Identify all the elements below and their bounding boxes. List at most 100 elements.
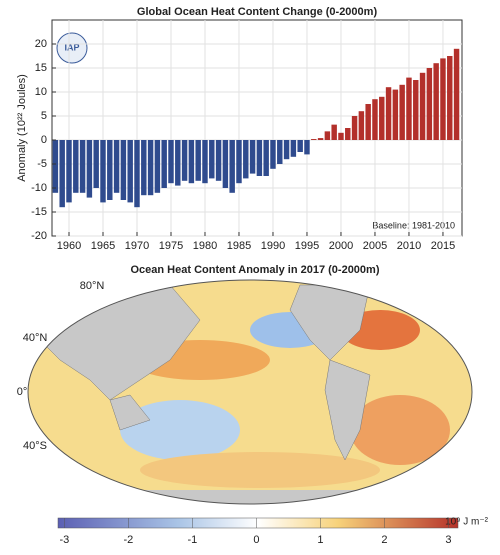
chart-title: Global Ocean Heat Content Change (0-2000… <box>137 6 378 18</box>
colorbar-ticks: -3 -2 -1 0 1 2 3 <box>60 518 451 546</box>
colorbar-tick-label: 3 <box>445 534 451 546</box>
bar <box>406 77 412 140</box>
lat-label: 40°S <box>23 440 47 452</box>
y-tick-label: -15 <box>31 206 47 218</box>
x-tick-label: 1980 <box>193 240 217 252</box>
bar <box>66 140 72 203</box>
bar <box>379 96 385 140</box>
lat-label: 0° <box>17 386 28 398</box>
colorbar-tick-label: -2 <box>124 534 134 546</box>
bar <box>399 84 405 140</box>
bar <box>345 128 351 140</box>
bar <box>113 140 120 193</box>
bar <box>453 48 460 140</box>
bar <box>236 140 242 184</box>
bar <box>351 116 358 140</box>
bar <box>249 140 256 174</box>
bar <box>304 140 310 155</box>
bar <box>317 138 324 140</box>
bar <box>372 99 378 140</box>
bar <box>324 131 331 140</box>
bar <box>413 80 419 140</box>
bar <box>209 140 215 179</box>
bar <box>283 140 290 160</box>
bar <box>447 56 453 140</box>
bar <box>256 140 263 176</box>
colorbar-tick-label: 1 <box>317 534 323 546</box>
bar <box>331 124 337 140</box>
bar <box>86 140 93 198</box>
y-tick-label: 0 <box>41 134 47 146</box>
bar <box>93 140 99 188</box>
bar <box>100 140 106 203</box>
bar <box>338 132 344 140</box>
colorbar <box>57 517 459 529</box>
bar <box>419 72 426 140</box>
y-tick-label: 20 <box>35 38 47 50</box>
bar <box>243 140 249 179</box>
bar <box>134 140 140 208</box>
bar <box>175 140 181 186</box>
bar <box>188 140 195 184</box>
bar <box>385 87 392 140</box>
bar <box>433 63 439 141</box>
x-tick-label: 1990 <box>261 240 285 252</box>
map-title: Ocean Heat Content Anomaly in 2017 (0-20… <box>130 264 379 276</box>
logo-text: IAP <box>64 42 79 52</box>
bar <box>202 140 208 184</box>
x-tick-label: 2005 <box>363 240 387 252</box>
bar <box>141 140 147 196</box>
annotation: Baseline: 1981-2010 <box>372 220 455 230</box>
bar <box>215 140 222 181</box>
bar <box>392 89 399 140</box>
bar <box>311 139 317 140</box>
bar <box>147 140 154 196</box>
bar <box>195 140 201 181</box>
colorbar-unit: 10⁹ J m⁻² <box>445 517 489 528</box>
bar <box>426 68 433 140</box>
x-tick-label: 2015 <box>431 240 455 252</box>
colorbar-tick-label: -1 <box>188 534 198 546</box>
logo: IAP <box>56 32 88 64</box>
x-tick-label: 1965 <box>91 240 115 252</box>
bar <box>168 140 174 184</box>
y-tick-label: -20 <box>31 230 47 242</box>
bar <box>358 111 365 140</box>
y-tick-label: -5 <box>37 158 47 170</box>
y-tick-label: 5 <box>41 110 47 122</box>
bar <box>263 140 269 176</box>
bar <box>120 140 127 200</box>
colorbar-tick-label: 2 <box>381 534 387 546</box>
x-tick-label: 1975 <box>159 240 183 252</box>
bar <box>290 140 297 157</box>
bar <box>297 140 303 152</box>
lat-label: 40°N <box>23 332 48 344</box>
bar <box>127 140 133 203</box>
x-tick-label: 1960 <box>57 240 81 252</box>
lat-label: 80°N <box>80 280 105 292</box>
bar <box>222 140 229 188</box>
y-tick-label: 10 <box>35 86 47 98</box>
x-tick-label: 2000 <box>329 240 353 252</box>
x-tick-label: 2010 <box>397 240 421 252</box>
map-border <box>27 279 473 505</box>
bar <box>107 140 113 200</box>
bar <box>161 140 167 188</box>
map <box>28 280 472 504</box>
x-tick-label: 1985 <box>227 240 251 252</box>
bar <box>277 140 283 164</box>
bar <box>181 140 188 181</box>
colorbar-tick-label: -3 <box>60 534 70 546</box>
bar <box>365 104 371 140</box>
bar <box>52 140 59 193</box>
bar <box>79 140 86 193</box>
bar <box>229 140 235 193</box>
bar <box>154 140 161 193</box>
bar <box>59 140 65 208</box>
x-tick-label: 1970 <box>125 240 149 252</box>
colorbar-tick-label: 0 <box>253 534 259 546</box>
y-axis-label: Anomaly (10²² Joules) <box>16 74 28 182</box>
bars <box>52 20 462 237</box>
x-tick-label: 1995 <box>295 240 319 252</box>
